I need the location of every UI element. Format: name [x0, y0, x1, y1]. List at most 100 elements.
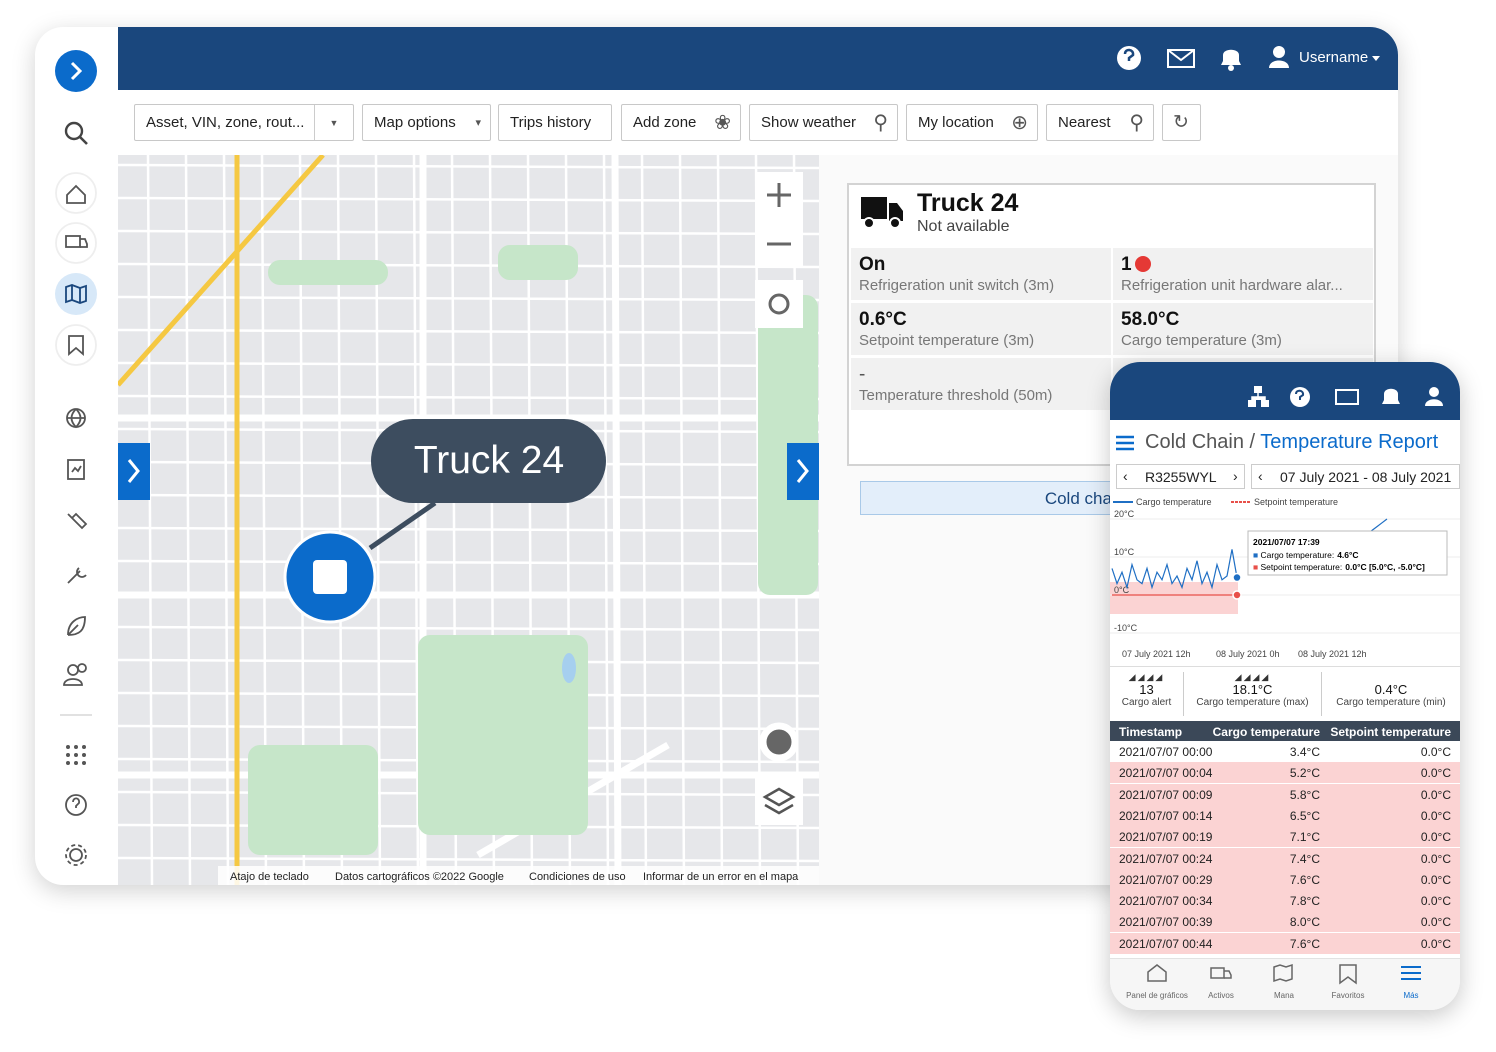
- refresh-button[interactable]: ↻: [1162, 104, 1201, 141]
- assets-icon[interactable]: [56, 223, 96, 263]
- hover-point: [1233, 591, 1241, 599]
- asset-title: Truck 24: [917, 189, 1018, 218]
- vehicle-id: R3255WYL: [1145, 469, 1217, 485]
- bottom-nav-icons: [1110, 959, 1460, 989]
- tools-icon[interactable]: [68, 568, 86, 583]
- column-header: Timestamp: [1119, 725, 1182, 739]
- expand-button[interactable]: [55, 50, 97, 92]
- tooltip-name: Setpoint temperature:: [1261, 562, 1343, 572]
- tooltip-line: ■ Setpoint temperature:0.0°C [5.0°C, -5.…: [1253, 562, 1425, 572]
- breadcrumb: Cold Chain / Temperature Report: [1145, 431, 1438, 454]
- table-row: 2021/07/07 00:447.6°C0.0°C: [1110, 933, 1460, 954]
- stat: ◢◢◢◢18.1°CCargo temperature (max): [1184, 672, 1322, 716]
- stat-label: Cargo temperature (min): [1322, 697, 1460, 708]
- table-cell: 2021/07/07 00:34: [1119, 894, 1212, 908]
- toolbar-button[interactable]: Add zone❀: [621, 104, 741, 141]
- hierarchy-icon[interactable]: [1254, 386, 1262, 393]
- mobile-user[interactable]: [1429, 387, 1439, 397]
- layers-button[interactable]: [755, 777, 803, 825]
- locate-button[interactable]: [755, 280, 803, 328]
- toolbar-button[interactable]: Nearest⚲: [1046, 104, 1154, 141]
- table-row: 2021/07/07 00:003.4°C0.0°C: [1110, 741, 1460, 762]
- notifications-button[interactable]: [1221, 50, 1241, 65]
- table-row: 2021/07/07 00:398.0°C0.0°C: [1110, 911, 1460, 932]
- spacer: [1322, 672, 1460, 682]
- mobile-notifications[interactable]: [1382, 389, 1400, 404]
- search-icon[interactable]: [66, 123, 82, 139]
- button-label: Add zone: [633, 114, 696, 131]
- table-cell: 2021/07/07 00:44: [1119, 937, 1212, 951]
- map-icon[interactable]: [55, 273, 97, 315]
- nav-item[interactable]: Más: [1376, 991, 1446, 1000]
- y-tick-label: 10°C: [1114, 547, 1135, 557]
- panel-toggle[interactable]: [787, 443, 819, 500]
- tooltip-value: 0.0°C [5.0°C, -5.0°C]: [1345, 562, 1425, 572]
- table-cell: 7.6°C: [1290, 873, 1320, 887]
- tooltip-time: 2021/07/07 17:39: [1253, 537, 1320, 547]
- nav-item[interactable]: Mana: [1249, 991, 1319, 1000]
- tooltip-line: ■ Cargo temperature:4.6°C: [1253, 550, 1359, 560]
- apps-icon[interactable]: [66, 745, 86, 765]
- favorites-icon[interactable]: [56, 325, 96, 365]
- table-cell: 6.5°C: [1290, 809, 1320, 823]
- table-row: 2021/07/07 00:197.1°C0.0°C: [1110, 826, 1460, 847]
- column-header: Cargo temperature: [1213, 725, 1320, 739]
- nav-item[interactable]: Activos: [1186, 991, 1256, 1000]
- tooltip-value: 4.6°C: [1337, 550, 1358, 560]
- temperature-chart: Cargo temperatureSetpoint temperature20°…: [1110, 493, 1460, 668]
- button-label: Map options: [374, 114, 456, 131]
- top-bar-icons: [118, 27, 1398, 90]
- attribution[interactable]: Atajo de teclado: [230, 871, 309, 883]
- table-cell: 0.0°C: [1421, 915, 1451, 929]
- table-cell: 2021/07/07 00:39: [1119, 915, 1212, 929]
- table-cell: 0.0°C: [1421, 745, 1451, 759]
- search-dropdown[interactable]: ▼: [314, 105, 353, 140]
- x-tick-label: 07 July 2021 12h: [1122, 649, 1191, 659]
- attribution[interactable]: Datos cartográficos ©2022 Google: [335, 871, 504, 883]
- toolbar-button[interactable]: Trips history: [498, 104, 612, 141]
- users-icon[interactable]: [68, 665, 78, 675]
- map[interactable]: Truck 24Atajo de tecladoDatos cartográfi…: [118, 155, 819, 885]
- vehicle-selector[interactable]: ‹ R3255WYL ›: [1116, 464, 1245, 489]
- nav-item[interactable]: Favoritos: [1313, 991, 1383, 1000]
- panel-toggle[interactable]: [118, 443, 150, 500]
- eco-icon[interactable]: [68, 617, 85, 635]
- table-cell: 7.8°C: [1290, 894, 1320, 908]
- bottom-nav: [1110, 958, 1460, 1010]
- hover-point: [1233, 574, 1241, 582]
- attribution[interactable]: Condiciones de uso: [529, 871, 626, 883]
- settings-icon[interactable]: [70, 849, 82, 861]
- toolbar-button[interactable]: Map options▾: [362, 104, 491, 141]
- date-range-selector[interactable]: ‹ 07 July 2021 - 08 July 2021: [1251, 464, 1460, 489]
- button-label: My location: [918, 114, 994, 131]
- toolbar-button[interactable]: Show weather⚲: [749, 104, 898, 141]
- table-cell: 0.0°C: [1421, 830, 1451, 844]
- asset-status: Not available: [917, 218, 1010, 236]
- toolbar-button[interactable]: My location⊕: [906, 104, 1038, 141]
- attribution[interactable]: Informar de un error en el mapa: [643, 871, 799, 883]
- user-icon[interactable]: [1273, 46, 1285, 58]
- truck-icon: [859, 193, 905, 233]
- table-cell: 0.0°C: [1421, 937, 1451, 951]
- username[interactable]: Username: [1299, 49, 1368, 66]
- park: [498, 245, 578, 280]
- home-icon[interactable]: [56, 173, 96, 213]
- search-box[interactable]: Asset, VIN, zone, rout...▼: [134, 104, 354, 141]
- satellite-icon[interactable]: [68, 514, 86, 528]
- map-help[interactable]: [763, 726, 795, 758]
- table-cell: 0.0°C: [1421, 809, 1451, 823]
- park: [248, 745, 378, 855]
- menu-icon[interactable]: [1116, 435, 1136, 451]
- field-value: 58.0°C: [1121, 309, 1179, 331]
- table-header: TimestampCargo temperatureSetpoint tempe…: [1110, 721, 1460, 741]
- lake: [562, 653, 576, 683]
- mobile-messages[interactable]: [1336, 390, 1358, 404]
- table-cell: 7.4°C: [1290, 852, 1320, 866]
- field-label: Cargo temperature (3m): [1121, 332, 1282, 349]
- field: -Temperature threshold (50m): [851, 358, 1111, 410]
- breadcrumb-section[interactable]: Cold Chain: [1145, 431, 1244, 453]
- tooltip-dot: ■: [1253, 550, 1261, 560]
- mobile-header: [1110, 362, 1460, 420]
- nav-item[interactable]: Panel de gráficos: [1122, 991, 1192, 1000]
